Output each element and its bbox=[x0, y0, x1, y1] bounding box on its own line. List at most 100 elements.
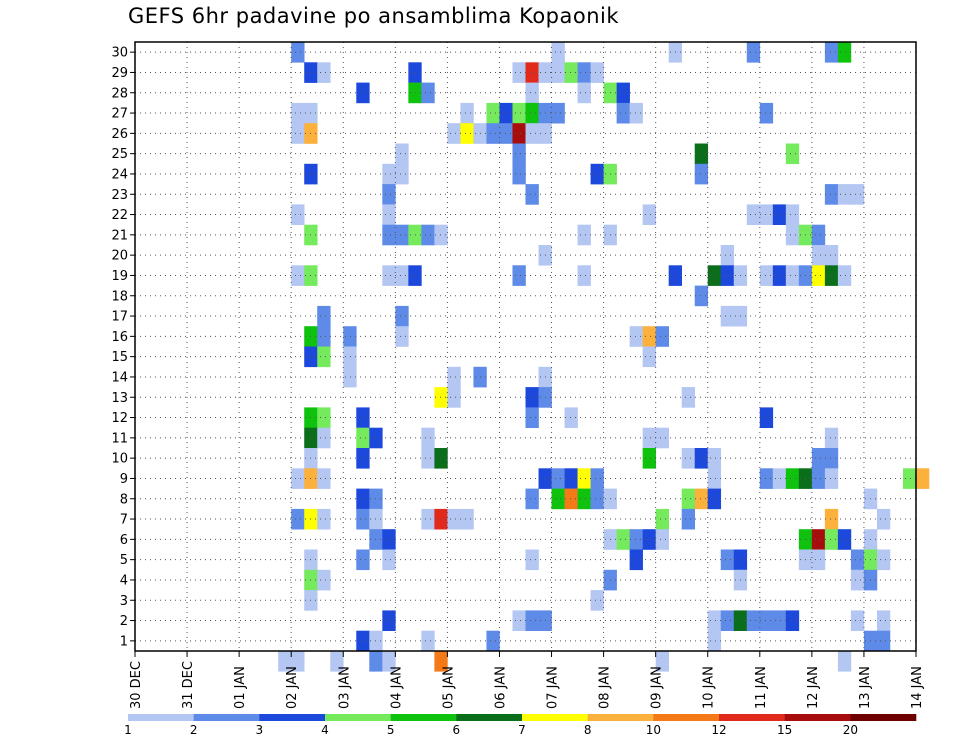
cell-member-29-step-14 bbox=[317, 62, 331, 83]
cell-member-9-step-12 bbox=[291, 468, 305, 489]
legend-label: 20 bbox=[843, 723, 858, 737]
chart-title: GEFS 6hr padavine po ansamblima Kopaonik bbox=[128, 4, 620, 28]
cell-member-10-step-17 bbox=[356, 448, 370, 469]
cell-member-25-step-29 bbox=[512, 143, 526, 165]
cell-member-9-step-35 bbox=[590, 468, 604, 489]
cell-member-16-step-16 bbox=[343, 326, 357, 347]
cell-member-13-step-23 bbox=[434, 387, 448, 408]
cell-member-30-step-53 bbox=[824, 42, 839, 63]
y-tick-label: 29 bbox=[111, 66, 128, 81]
legend-label: 15 bbox=[777, 723, 792, 737]
cell-member-22-step-12 bbox=[291, 204, 305, 225]
legend-swatch bbox=[719, 714, 785, 721]
cell-member-3-step-35 bbox=[590, 590, 604, 611]
cell-member-21-step-52 bbox=[811, 224, 826, 246]
cell-member-28-step-17 bbox=[356, 82, 370, 104]
cell-member-6-step-52 bbox=[811, 529, 826, 550]
x-tick-label: 06 JAN bbox=[493, 666, 508, 709]
cell-member-10-step-39 bbox=[642, 448, 656, 469]
y-tick-label: 16 bbox=[111, 330, 128, 345]
cell-member-2-step-49 bbox=[772, 610, 787, 631]
cell-member-7-step-23 bbox=[434, 508, 448, 530]
y-tick-label: 8 bbox=[120, 492, 128, 507]
cell-member-5-step-38 bbox=[629, 549, 643, 571]
cell-member-20-step-52 bbox=[811, 245, 826, 266]
y-tick-label: 3 bbox=[120, 594, 128, 609]
legend-label: 4 bbox=[321, 723, 329, 737]
y-tick-label: 12 bbox=[111, 411, 128, 426]
cell-member-2-step-45 bbox=[720, 610, 735, 631]
x-tick-label: 07 JAN bbox=[546, 666, 561, 709]
cell-member-6-step-38 bbox=[629, 529, 643, 550]
cell-member-21-step-19 bbox=[382, 224, 396, 246]
cell-member-25-step-20 bbox=[395, 143, 409, 165]
cell-member-20-step-53 bbox=[824, 245, 839, 266]
cell-member-7-step-24 bbox=[447, 508, 461, 530]
cell-member-28-step-30 bbox=[525, 82, 539, 104]
cell-member-23-step-19 bbox=[382, 184, 396, 205]
plot-frame bbox=[134, 41, 917, 652]
y-tick-label: 22 bbox=[111, 208, 128, 223]
x-tick-label: 30 DEC bbox=[129, 661, 144, 709]
cell-member-7-step-22 bbox=[421, 508, 435, 530]
cell-member-9-step-50 bbox=[785, 468, 800, 489]
cell-member-18-step-43 bbox=[694, 285, 709, 307]
cell-member-8-step-30 bbox=[525, 488, 539, 510]
y-tick-label: 25 bbox=[111, 147, 128, 162]
cell-member-12-step-14 bbox=[317, 407, 331, 428]
cell-member-17-step-20 bbox=[395, 305, 409, 327]
cell-member-9-step-53 bbox=[824, 468, 839, 489]
cell-member-1-step-57 bbox=[876, 630, 891, 652]
y-tick-label: 10 bbox=[111, 452, 128, 467]
cell-member-29-step-33 bbox=[564, 62, 578, 83]
cell-member-29-step-29 bbox=[512, 62, 526, 83]
cell-member-5-step-57 bbox=[876, 549, 891, 571]
cell-member-4-step-55 bbox=[850, 569, 865, 591]
cell-member-13-step-24 bbox=[447, 387, 461, 408]
cell-member-0-step-15 bbox=[330, 651, 344, 672]
y-tick-label: 28 bbox=[111, 86, 128, 101]
cell-member-6-step-39 bbox=[642, 529, 656, 550]
legend-swatch bbox=[784, 714, 851, 721]
cell-member-16-step-14 bbox=[317, 326, 331, 347]
cell-member-6-step-54 bbox=[837, 529, 852, 550]
cell-member-9-step-32 bbox=[551, 468, 565, 489]
legend-swatch bbox=[587, 714, 654, 721]
cell-member-9-step-14 bbox=[317, 468, 331, 489]
cell-member-27-step-29 bbox=[512, 102, 526, 124]
cell-member-15-step-39 bbox=[642, 346, 656, 368]
cell-member-5-step-45 bbox=[720, 549, 735, 571]
legend-swatch bbox=[522, 714, 588, 721]
cell-member-24-step-20 bbox=[395, 163, 409, 185]
cell-member-22-step-48 bbox=[759, 204, 774, 225]
cell-member-2-step-48 bbox=[759, 610, 774, 631]
cell-member-16-step-39 bbox=[642, 326, 656, 347]
cell-member-9-step-44 bbox=[707, 468, 722, 489]
cell-member-6-step-19 bbox=[382, 529, 396, 550]
cell-member-8-step-32 bbox=[551, 488, 565, 510]
cell-member-29-step-35 bbox=[590, 62, 604, 83]
cell-member-12-step-17 bbox=[356, 407, 370, 428]
cell-member-24-step-29 bbox=[512, 163, 526, 185]
y-tick-label: 17 bbox=[111, 310, 128, 325]
cell-member-26-step-25 bbox=[460, 123, 474, 144]
cell-member-12-step-33 bbox=[564, 407, 578, 428]
cell-member-26-step-30 bbox=[525, 123, 539, 144]
cell-member-8-step-42 bbox=[681, 488, 696, 510]
legend-label: 2 bbox=[190, 723, 198, 737]
cell-member-9-step-60 bbox=[916, 468, 930, 489]
cell-member-19-step-50 bbox=[785, 265, 800, 286]
cell-member-30-step-12 bbox=[291, 42, 305, 63]
cell-member-11-step-22 bbox=[421, 427, 435, 449]
cell-member-11-step-39 bbox=[642, 427, 656, 449]
cell-member-5-step-17 bbox=[356, 549, 370, 571]
cell-member-2-step-50 bbox=[785, 610, 800, 631]
y-tick-label: 18 bbox=[111, 289, 128, 304]
cell-member-15-step-16 bbox=[343, 346, 357, 368]
cell-member-21-step-34 bbox=[577, 224, 591, 246]
cell-member-26-step-28 bbox=[499, 123, 513, 144]
cell-member-8-step-34 bbox=[577, 488, 591, 510]
y-tick-label: 11 bbox=[111, 431, 128, 446]
cell-member-13-step-30 bbox=[525, 387, 539, 408]
